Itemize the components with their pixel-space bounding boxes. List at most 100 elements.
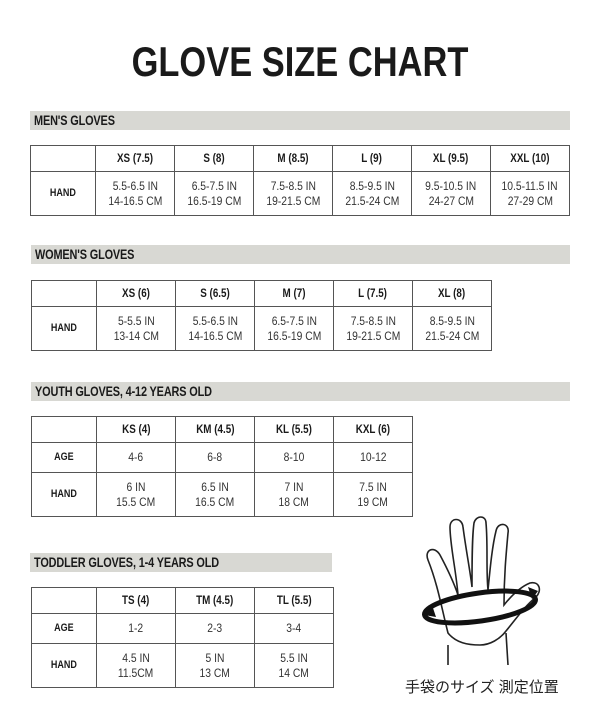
size-label: S (6.5) bbox=[200, 286, 230, 300]
size-label: XS (6) bbox=[122, 286, 150, 300]
size-header-cell: L (7.5) bbox=[333, 280, 413, 307]
value-cell: 8.5-9.5 IN 21.5-24 CM bbox=[412, 306, 492, 351]
size-label: KS (4) bbox=[121, 422, 151, 436]
empty-corner-cell bbox=[31, 587, 97, 614]
value-cell: 7.5 IN 19 CM bbox=[333, 472, 413, 517]
value-cell: 8-10 bbox=[254, 442, 334, 473]
section-heading: TODDLER GLOVES, 1-4 YEARS OLD bbox=[34, 554, 219, 570]
size-header-cell: XS (7.5) bbox=[95, 145, 175, 172]
size-label: KL (5.5) bbox=[276, 422, 312, 436]
measurement-value: 5-5.5 IN bbox=[117, 313, 155, 328]
header-row: XS (7.5) S (8) M (8.5) L (9) XL (9.5) XXL (10… bbox=[30, 145, 570, 172]
value-cell: 4-6 bbox=[96, 442, 176, 473]
size-table-toddler-gloves-1-4-years-old: TS (4) TM (4.5) TL (5.5) AGE 1-2 2-3 3-4 HAND 4.… bbox=[31, 587, 334, 688]
measurement-value: 5 IN bbox=[205, 650, 225, 665]
size-header-cell: TM (4.5) bbox=[175, 587, 255, 614]
value-cell: 5.5-6.5 IN 14-16.5 CM bbox=[175, 306, 255, 351]
measurement-value: 21.5-24 CM bbox=[345, 193, 399, 208]
size-header-cell: KS (4) bbox=[96, 416, 176, 443]
row-label: HAND bbox=[31, 643, 97, 688]
size-header-cell: TL (5.5) bbox=[254, 587, 334, 614]
row-label-text: HAND bbox=[49, 187, 77, 199]
table-row: HAND 5-5.5 IN 13-14 CM 5.5-6.5 IN 14-16.5 CM… bbox=[31, 306, 492, 351]
value-cell: 5.5-6.5 IN 14-16.5 CM bbox=[95, 171, 175, 216]
size-header-cell: S (8) bbox=[174, 145, 254, 172]
size-label: XS (7.5) bbox=[116, 151, 154, 165]
measurement-value: 14 CM bbox=[278, 665, 310, 680]
size-table-men-s-gloves: XS (7.5) S (8) M (8.5) L (9) XL (9.5) XXL (10… bbox=[30, 145, 570, 216]
size-label: S (8) bbox=[203, 151, 225, 165]
measurement-value: 4-6 bbox=[128, 450, 144, 464]
value-cell: 2-3 bbox=[175, 613, 255, 644]
measurement-value: 11.5CM bbox=[118, 665, 154, 680]
value-cell: 4.5 IN 11.5CM bbox=[96, 643, 176, 688]
row-label: HAND bbox=[31, 306, 97, 351]
size-label: KM (4.5) bbox=[195, 422, 235, 436]
table-row: AGE 4-6 6-8 8-10 10-12 bbox=[31, 442, 413, 473]
measurement-value: 13 CM bbox=[199, 665, 231, 680]
measurement-value: 19-21.5 CM bbox=[346, 328, 400, 343]
measurement-value: 14-16.5 CM bbox=[188, 328, 242, 343]
size-header-cell: L (9) bbox=[332, 145, 412, 172]
value-cell: 5-5.5 IN 13-14 CM bbox=[96, 306, 176, 351]
header-row: XS (6) S (6.5) M (7) L (7.5) XL (8) bbox=[31, 280, 492, 307]
value-cell: 10-12 bbox=[333, 442, 413, 473]
header-row: KS (4) KM (4.5) KL (5.5) KXL (6) bbox=[31, 416, 413, 443]
size-header-cell: XL (8) bbox=[412, 280, 492, 307]
measurement-value: 4.5 IN bbox=[122, 650, 150, 665]
empty-corner-cell bbox=[31, 416, 97, 443]
value-cell: 5 IN 13 CM bbox=[175, 643, 255, 688]
measurement-value: 18 CM bbox=[278, 494, 310, 509]
page-title: GLOVE SIZE CHART bbox=[131, 38, 469, 85]
measurement-value: 2-3 bbox=[207, 621, 223, 635]
measurement-value: 8.5-9.5 IN bbox=[429, 313, 475, 328]
size-header-cell: M (7) bbox=[254, 280, 334, 307]
size-header-cell: TS (4) bbox=[96, 587, 176, 614]
value-cell: 10.5-11.5 IN 27-29 CM bbox=[490, 171, 570, 216]
section-heading: YOUTH GLOVES, 4-12 YEARS OLD bbox=[35, 383, 212, 399]
row-label-text: AGE bbox=[54, 451, 74, 463]
empty-corner-cell bbox=[30, 145, 96, 172]
value-cell: 7 IN 18 CM bbox=[254, 472, 334, 517]
measurement-value: 5.5-6.5 IN bbox=[112, 178, 158, 193]
size-label: TM (4.5) bbox=[196, 593, 234, 607]
row-label: HAND bbox=[30, 171, 96, 216]
size-header-cell: KXL (6) bbox=[333, 416, 413, 443]
row-label-text: AGE bbox=[54, 622, 74, 634]
value-cell: 8.5-9.5 IN 21.5-24 CM bbox=[332, 171, 412, 216]
measurement-value: 9.5-10.5 IN bbox=[425, 178, 477, 193]
measurement-value: 24-27 CM bbox=[428, 193, 474, 208]
size-header-cell: KM (4.5) bbox=[175, 416, 255, 443]
size-header-cell: M (8.5) bbox=[253, 145, 333, 172]
measurement-value: 13-14 CM bbox=[113, 328, 159, 343]
measurement-value: 8-10 bbox=[283, 450, 305, 464]
size-label: TS (4) bbox=[122, 593, 150, 607]
header-row: TS (4) TM (4.5) TL (5.5) bbox=[31, 587, 334, 614]
value-cell: 5.5 IN 14 CM bbox=[254, 643, 334, 688]
table-row: HAND 5.5-6.5 IN 14-16.5 CM 6.5-7.5 IN 16.5-1… bbox=[30, 171, 570, 216]
measurement-value: 27-29 CM bbox=[507, 193, 553, 208]
row-label: AGE bbox=[31, 442, 97, 473]
size-header-cell: XS (6) bbox=[96, 280, 176, 307]
measurement-value: 19-21.5 CM bbox=[266, 193, 320, 208]
measurement-value: 16.5-19 CM bbox=[267, 328, 321, 343]
size-label: XL (8) bbox=[438, 286, 466, 300]
size-label: XXL (10) bbox=[510, 151, 550, 165]
size-label: L (7.5) bbox=[358, 286, 388, 300]
row-label: HAND bbox=[31, 472, 97, 517]
size-header-cell: XXL (10) bbox=[490, 145, 570, 172]
measurement-value: 16.5 CM bbox=[195, 494, 235, 509]
measurement-value: 6 IN bbox=[126, 479, 146, 494]
size-label: L (9) bbox=[361, 151, 383, 165]
measurement-value: 14-16.5 CM bbox=[108, 193, 162, 208]
row-label: AGE bbox=[31, 613, 97, 644]
value-cell: 6 IN 15.5 CM bbox=[96, 472, 176, 517]
table-row: HAND 4.5 IN 11.5CM 5 IN 13 CM 5.5 IN 14 CM bbox=[31, 643, 334, 688]
section-heading-bar: WOMEN'S GLOVES bbox=[31, 245, 570, 264]
row-label-text: HAND bbox=[50, 488, 78, 500]
measurement-value: 6.5-7.5 IN bbox=[191, 178, 237, 193]
table-row: AGE 1-2 2-3 3-4 bbox=[31, 613, 334, 644]
size-label: M (8.5) bbox=[277, 151, 309, 165]
value-cell: 6.5 IN 16.5 CM bbox=[175, 472, 255, 517]
measurement-value: 1-2 bbox=[128, 621, 144, 635]
